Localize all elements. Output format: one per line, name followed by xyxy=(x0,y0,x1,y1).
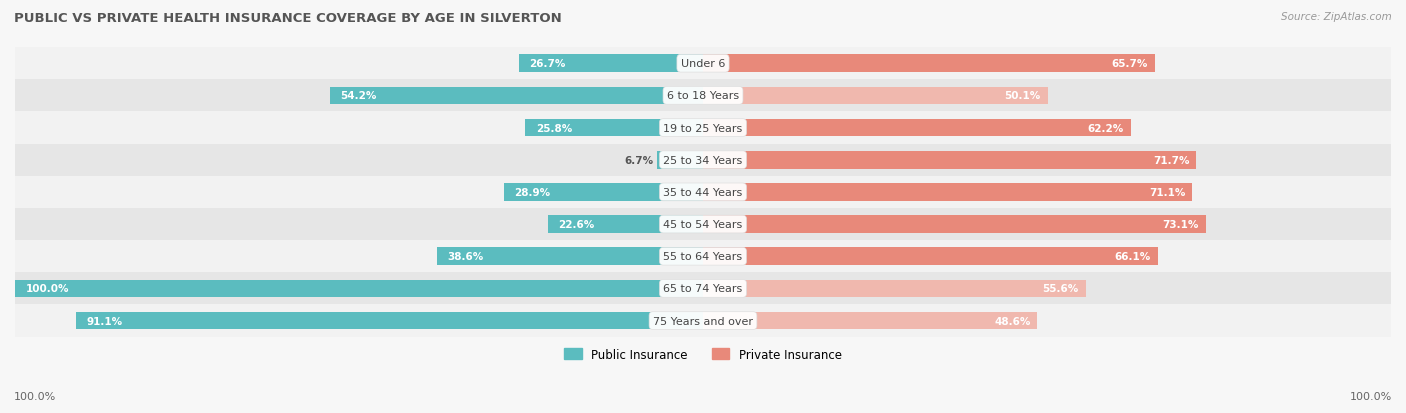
Text: 26.7%: 26.7% xyxy=(530,59,567,69)
Bar xyxy=(505,184,703,201)
Text: 100.0%: 100.0% xyxy=(14,391,56,401)
Bar xyxy=(703,216,1206,233)
Bar xyxy=(703,280,1085,297)
Bar xyxy=(15,280,703,297)
Bar xyxy=(15,240,1391,273)
Text: 66.1%: 66.1% xyxy=(1115,252,1152,261)
Text: 55 to 64 Years: 55 to 64 Years xyxy=(664,252,742,261)
Text: 65.7%: 65.7% xyxy=(1112,59,1149,69)
Text: 91.1%: 91.1% xyxy=(87,316,122,326)
Bar xyxy=(15,176,1391,209)
Bar xyxy=(437,248,703,266)
Bar xyxy=(703,184,1192,201)
Text: 50.1%: 50.1% xyxy=(1004,91,1040,101)
Bar xyxy=(703,55,1154,73)
Text: 55.6%: 55.6% xyxy=(1042,284,1078,294)
Text: 65 to 74 Years: 65 to 74 Years xyxy=(664,284,742,294)
Text: 71.7%: 71.7% xyxy=(1153,155,1189,165)
Text: Under 6: Under 6 xyxy=(681,59,725,69)
Bar xyxy=(15,273,1391,305)
Text: 22.6%: 22.6% xyxy=(558,220,595,230)
Text: 6 to 18 Years: 6 to 18 Years xyxy=(666,91,740,101)
Text: 48.6%: 48.6% xyxy=(994,316,1031,326)
Text: 19 to 25 Years: 19 to 25 Years xyxy=(664,123,742,133)
Bar xyxy=(15,144,1391,176)
Text: 75 Years and over: 75 Years and over xyxy=(652,316,754,326)
Text: 38.6%: 38.6% xyxy=(447,252,484,261)
Text: 100.0%: 100.0% xyxy=(1350,391,1392,401)
Text: 25 to 34 Years: 25 to 34 Years xyxy=(664,155,742,165)
Bar xyxy=(15,305,1391,337)
Bar xyxy=(657,152,703,169)
Bar xyxy=(703,312,1038,330)
Text: 6.7%: 6.7% xyxy=(624,155,654,165)
Bar xyxy=(519,55,703,73)
Bar xyxy=(15,48,1391,80)
Bar xyxy=(703,87,1047,105)
Bar xyxy=(703,119,1130,137)
Legend: Public Insurance, Private Insurance: Public Insurance, Private Insurance xyxy=(560,343,846,366)
Bar xyxy=(330,87,703,105)
Bar xyxy=(15,80,1391,112)
Text: 62.2%: 62.2% xyxy=(1088,123,1123,133)
Bar xyxy=(703,248,1157,266)
Text: 100.0%: 100.0% xyxy=(25,284,69,294)
Text: 45 to 54 Years: 45 to 54 Years xyxy=(664,220,742,230)
Bar xyxy=(76,312,703,330)
Bar xyxy=(15,112,1391,144)
Text: 71.1%: 71.1% xyxy=(1149,188,1185,197)
Text: 73.1%: 73.1% xyxy=(1163,220,1199,230)
Bar xyxy=(15,209,1391,240)
Text: PUBLIC VS PRIVATE HEALTH INSURANCE COVERAGE BY AGE IN SILVERTON: PUBLIC VS PRIVATE HEALTH INSURANCE COVER… xyxy=(14,12,562,25)
Bar xyxy=(547,216,703,233)
Text: 35 to 44 Years: 35 to 44 Years xyxy=(664,188,742,197)
Text: 54.2%: 54.2% xyxy=(340,91,377,101)
Text: 25.8%: 25.8% xyxy=(536,123,572,133)
Bar xyxy=(526,119,703,137)
Bar xyxy=(703,152,1197,169)
Text: Source: ZipAtlas.com: Source: ZipAtlas.com xyxy=(1281,12,1392,22)
Text: 28.9%: 28.9% xyxy=(515,188,551,197)
